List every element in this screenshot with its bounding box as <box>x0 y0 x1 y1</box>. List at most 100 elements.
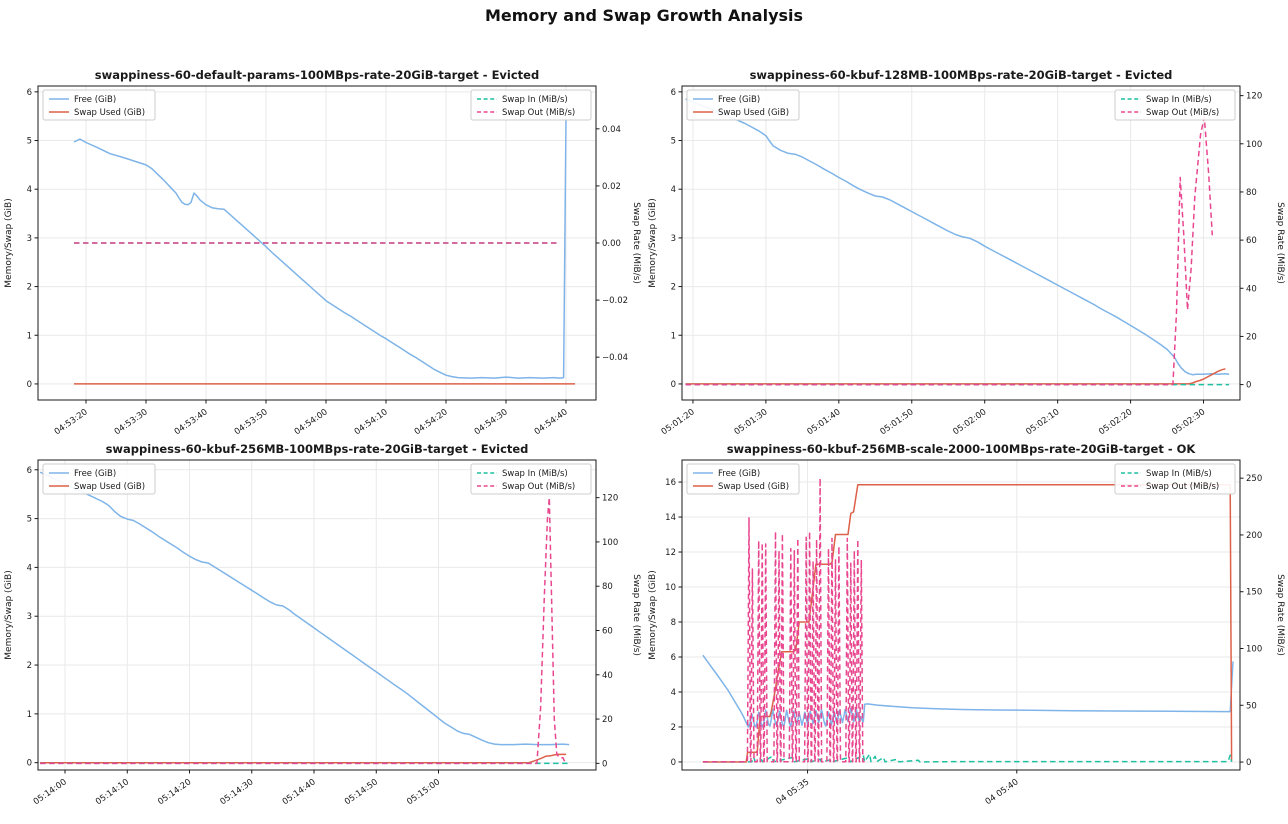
subplot-title: swappiness-60-default-params-100MBps-rat… <box>95 68 539 82</box>
y-axis-left: 0 1 2 3 4 5 6 <box>27 88 38 390</box>
swap-used-line <box>40 753 567 764</box>
svg-text:05:14:50: 05:14:50 <box>343 777 380 807</box>
svg-text:10: 10 <box>665 583 676 593</box>
legend-swap-rate: Swap In (MiB/s) Swap Out (MiB/s) <box>470 89 592 121</box>
svg-text:05:14:40: 05:14:40 <box>281 777 318 807</box>
svg-text:05:01:30: 05:01:30 <box>733 407 770 435</box>
svg-text:150: 150 <box>1246 588 1262 598</box>
y-axis-left: 0 2 4 6 8 10 12 14 16 <box>665 478 682 768</box>
svg-text:Swap Used (GiB): Swap Used (GiB) <box>718 482 789 492</box>
svg-text:1: 1 <box>27 710 32 720</box>
svg-text:4: 4 <box>27 563 32 573</box>
svg-text:20: 20 <box>602 715 613 725</box>
svg-text:Swap In (MiB/s): Swap In (MiB/s) <box>502 95 568 105</box>
svg-text:0: 0 <box>1246 758 1251 768</box>
svg-text:6: 6 <box>671 653 676 663</box>
svg-text:05:02:10: 05:02:10 <box>1024 407 1061 435</box>
gridlines <box>38 460 596 770</box>
svg-text:100: 100 <box>602 538 618 548</box>
svg-text:2: 2 <box>671 283 676 293</box>
free-line <box>685 98 1230 376</box>
plot-area <box>681 459 1241 771</box>
svg-text:12: 12 <box>665 548 676 558</box>
svg-text:05:01:40: 05:01:40 <box>806 407 843 435</box>
svg-text:Swap In (MiB/s): Swap In (MiB/s) <box>502 469 568 479</box>
svg-text:80: 80 <box>602 582 613 592</box>
svg-text:04:54:40: 04:54:40 <box>533 407 570 435</box>
subplot-title: swappiness-60-kbuf-128MB-100MBps-rate-20… <box>750 68 1173 82</box>
svg-text:0: 0 <box>1246 381 1251 391</box>
y-axis-right: 0 50 100 150 200 250 <box>1240 474 1262 768</box>
subplot-4: swappiness-60-kbuf-256MB-scale-2000-100M… <box>644 435 1288 824</box>
subplot-canvas-2: swappiness-60-kbuf-128MB-100MBps-rate-20… <box>648 68 1285 435</box>
svg-text:0: 0 <box>27 759 32 769</box>
svg-text:6: 6 <box>671 88 676 98</box>
svg-text:04:53:30: 04:53:30 <box>113 407 150 435</box>
svg-text:Swap Out (MiB/s): Swap Out (MiB/s) <box>502 108 575 118</box>
y-axis-left-label: Memory/Swap (GiB) <box>4 570 14 659</box>
swap-out-line <box>40 496 567 765</box>
svg-text:05:14:00: 05:14:00 <box>32 777 69 807</box>
y-axis-left: 0 1 2 3 4 5 6 <box>27 466 38 769</box>
svg-text:−0.04: −0.04 <box>602 353 628 363</box>
y-axis-right-label: Swap Rate (MiB/s) <box>631 574 641 656</box>
svg-text:04:54:30: 04:54:30 <box>473 407 510 435</box>
subplot-2: swappiness-60-kbuf-128MB-100MBps-rate-20… <box>644 55 1288 435</box>
plot-area <box>37 459 597 771</box>
y-axis-right-label: Swap Rate (MiB/s) <box>1275 202 1285 284</box>
svg-text:Swap Used (GiB): Swap Used (GiB) <box>718 108 789 118</box>
svg-text:3: 3 <box>671 234 676 244</box>
swap-out-line <box>702 477 866 763</box>
svg-text:05:01:20: 05:01:20 <box>660 407 697 435</box>
free-line <box>702 654 1234 728</box>
svg-text:120: 120 <box>602 494 618 504</box>
svg-text:Swap Used (GiB): Swap Used (GiB) <box>74 108 145 118</box>
legend-swap-rate: Swap In (MiB/s) Swap Out (MiB/s) <box>470 463 592 495</box>
x-axis: 04:53:20 04:53:30 04:53:40 04:53:50 04:54:00… <box>53 400 570 435</box>
svg-text:Free (GiB): Free (GiB) <box>718 469 760 479</box>
svg-text:Free (GiB): Free (GiB) <box>74 95 116 105</box>
y-axis-right: −0.04 −0.02 0.00 0.02 0.04 <box>596 125 628 363</box>
svg-text:3: 3 <box>27 612 32 622</box>
svg-text:0: 0 <box>27 380 32 390</box>
svg-text:05:01:50: 05:01:50 <box>878 407 915 435</box>
svg-text:05:02:20: 05:02:20 <box>1097 407 1134 435</box>
svg-text:2: 2 <box>27 283 32 293</box>
svg-text:2: 2 <box>671 723 676 733</box>
svg-text:120: 120 <box>1246 92 1262 102</box>
swap-used-line <box>685 368 1226 385</box>
svg-text:60: 60 <box>1246 236 1257 246</box>
svg-text:6: 6 <box>27 88 32 98</box>
svg-text:100: 100 <box>1246 140 1262 150</box>
svg-text:Swap In (MiB/s): Swap In (MiB/s) <box>1146 95 1212 105</box>
swap-in-line <box>702 753 1233 763</box>
y-axis-left-label: Memory/Swap (GiB) <box>648 570 658 659</box>
plot-area <box>681 85 1241 401</box>
svg-text:0.02: 0.02 <box>602 182 621 192</box>
svg-text:Free (GiB): Free (GiB) <box>718 95 760 105</box>
subplot-canvas-4: swappiness-60-kbuf-256MB-scale-2000-100M… <box>648 442 1285 807</box>
svg-text:04:54:00: 04:54:00 <box>293 407 330 435</box>
x-axis: 05:01:20 05:01:30 05:01:40 05:01:50 05:02:00… <box>660 400 1207 435</box>
y-axis-right: 0 20 40 60 80 100 120 <box>596 494 618 769</box>
svg-text:05:14:30: 05:14:30 <box>218 777 255 807</box>
svg-text:04:53:20: 04:53:20 <box>53 407 90 435</box>
svg-text:1: 1 <box>671 331 676 341</box>
y-axis-right-label: Swap Rate (MiB/s) <box>631 202 641 284</box>
svg-text:05:14:10: 05:14:10 <box>94 777 131 807</box>
svg-text:100: 100 <box>1246 644 1262 654</box>
svg-text:1: 1 <box>27 331 32 341</box>
svg-text:200: 200 <box>1246 531 1262 541</box>
svg-text:0: 0 <box>671 758 676 768</box>
svg-text:Swap Out (MiB/s): Swap Out (MiB/s) <box>1146 482 1219 492</box>
svg-text:5: 5 <box>671 137 676 147</box>
legend-memory: Free (GiB) Swap Used (GiB) <box>42 463 156 495</box>
svg-text:60: 60 <box>602 627 613 637</box>
free-line <box>39 471 570 746</box>
x-axis: 04 05:35 04 05:40 <box>774 770 1021 807</box>
y-axis-right: 0 20 40 60 80 100 120 <box>1240 92 1262 391</box>
svg-text:Swap Used (GiB): Swap Used (GiB) <box>74 482 145 492</box>
free-line <box>73 118 567 379</box>
legend-memory: Free (GiB) Swap Used (GiB) <box>686 89 800 121</box>
subplot-canvas-1: swappiness-60-default-params-100MBps-rat… <box>4 68 641 435</box>
